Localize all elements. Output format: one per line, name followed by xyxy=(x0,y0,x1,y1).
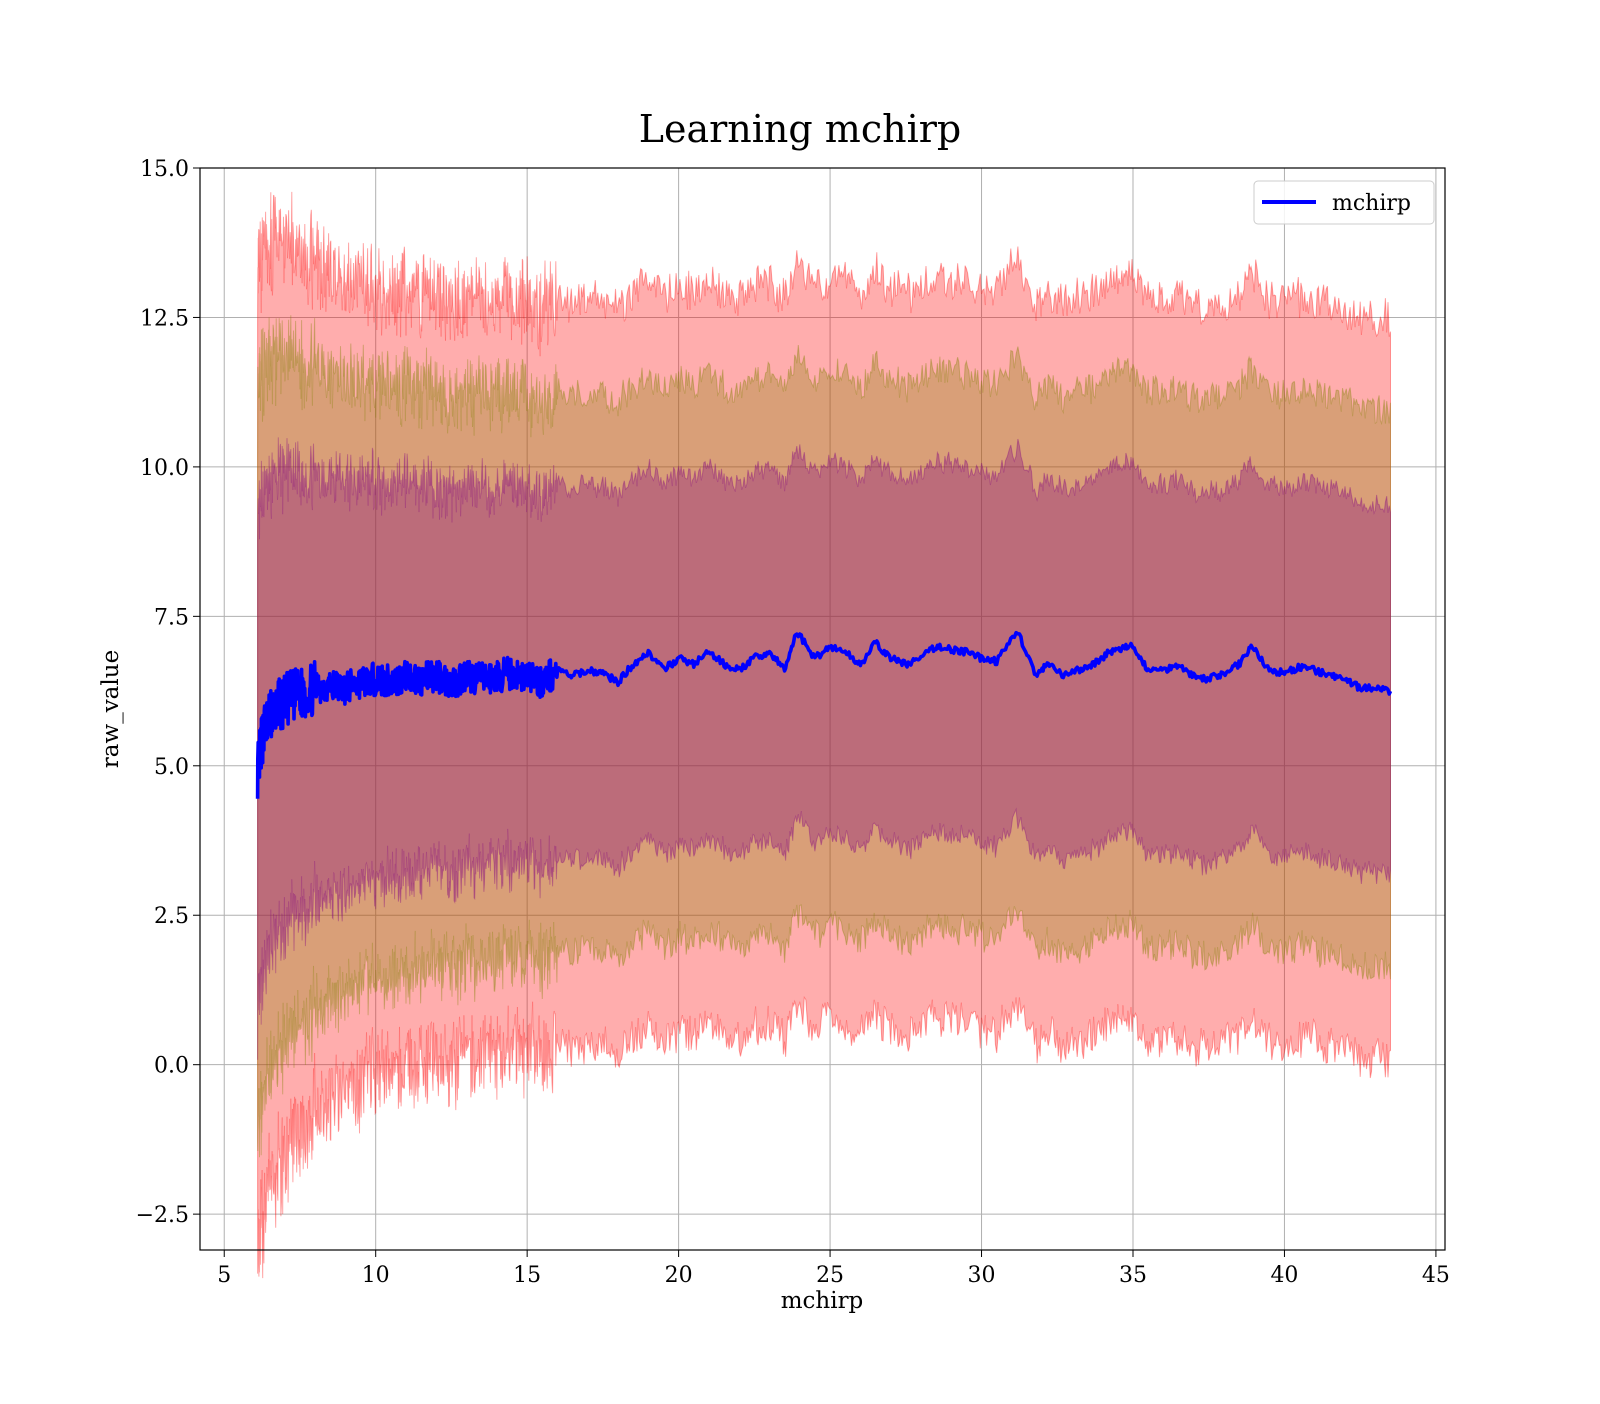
x-tick-label: 40 xyxy=(1270,1263,1298,1288)
x-tick-label: 35 xyxy=(1119,1263,1147,1288)
legend-box xyxy=(1253,180,1435,225)
grid-layer xyxy=(200,167,1445,1250)
line-layer xyxy=(255,630,1393,799)
x-tick-label: 15 xyxy=(513,1263,541,1288)
plot-frame xyxy=(199,167,1446,1251)
y-tick-label: 5.0 xyxy=(154,755,189,780)
band-1 xyxy=(257,315,1391,1158)
tick-layer: 5 10 15 20 25 30 35 40 45 −2.5 0.0 2.5 5.0 7.5 10.0 12.… xyxy=(136,157,1450,1288)
y-tick-label: −2.5 xyxy=(136,1203,189,1228)
x-tick-label: 20 xyxy=(665,1263,693,1288)
y-tick-label: 2.5 xyxy=(154,904,189,929)
series-line-mchirp xyxy=(255,630,1393,799)
x-tick-label: 45 xyxy=(1422,1263,1450,1288)
y-tick-label: 10.0 xyxy=(140,456,189,481)
x-axis-label: mchirp xyxy=(781,1288,864,1314)
band-2 xyxy=(257,437,1391,1060)
y-tick-label: 7.5 xyxy=(154,605,189,630)
chart-title: Learning mchirp xyxy=(639,107,961,151)
x-tick-label: 10 xyxy=(362,1263,390,1288)
x-tick-label: 5 xyxy=(217,1263,231,1288)
x-tick-label: 25 xyxy=(816,1263,844,1288)
band-0 xyxy=(257,191,1391,1279)
x-tick-label: 30 xyxy=(968,1263,996,1288)
y-tick-label: 0.0 xyxy=(154,1054,189,1079)
y-axis-label: raw_value xyxy=(98,650,124,768)
legend: mchirp xyxy=(1253,180,1435,225)
y-tick-label: 15.0 xyxy=(140,157,189,182)
band-layer xyxy=(257,191,1391,1279)
y-tick-label: 12.5 xyxy=(140,306,189,331)
legend-label-mchirp: mchirp xyxy=(1332,191,1411,216)
